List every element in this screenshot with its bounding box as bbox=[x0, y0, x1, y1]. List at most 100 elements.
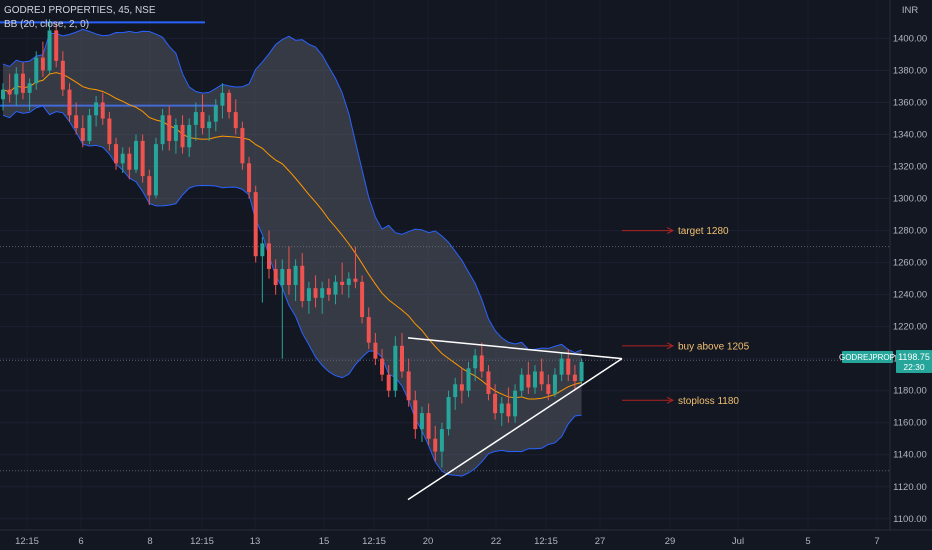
candle[interactable] bbox=[107, 118, 112, 145]
candle[interactable] bbox=[519, 374, 524, 391]
candle[interactable] bbox=[466, 368, 471, 391]
candle[interactable] bbox=[47, 30, 52, 71]
candle[interactable] bbox=[326, 288, 331, 295]
candle[interactable] bbox=[353, 278, 358, 282]
candle[interactable] bbox=[300, 265, 305, 302]
candle[interactable] bbox=[346, 278, 351, 286]
candle[interactable] bbox=[127, 153, 132, 170]
candle[interactable] bbox=[286, 269, 291, 286]
candle[interactable] bbox=[566, 358, 571, 375]
candle[interactable] bbox=[253, 192, 258, 257]
annotation-label[interactable]: target 1280 bbox=[678, 226, 729, 237]
annotation-label[interactable]: stoploss 1180 bbox=[678, 396, 739, 407]
candle[interactable] bbox=[393, 345, 398, 391]
candle[interactable] bbox=[7, 89, 12, 95]
candle[interactable] bbox=[533, 371, 537, 388]
candle[interactable] bbox=[360, 281, 365, 318]
annotations[interactable]: target 1280 buy above 1205 stoploss 1180 bbox=[622, 226, 750, 407]
lower-trendline[interactable] bbox=[407, 358, 623, 501]
annotation-label[interactable]: buy above 1205 bbox=[678, 341, 750, 352]
candle[interactable] bbox=[27, 83, 32, 93]
time-axis[interactable]: 12:15 6 8 12:15 13 15 12:15 20 22 12:15 27 29 Jul 5 7 bbox=[15, 536, 880, 547]
candle[interactable] bbox=[513, 390, 518, 417]
candle[interactable] bbox=[160, 115, 165, 145]
candle[interactable] bbox=[233, 112, 238, 129]
horizontal-levels[interactable] bbox=[0, 21, 890, 472]
candle[interactable] bbox=[539, 371, 544, 385]
candle[interactable] bbox=[87, 115, 92, 141]
indicator-title[interactable]: BB (20, close, 2, 0) bbox=[4, 19, 90, 30]
candle[interactable] bbox=[446, 397, 451, 430]
triangle-trendlines[interactable] bbox=[407, 337, 623, 501]
candle[interactable] bbox=[426, 413, 431, 439]
candle[interactable] bbox=[134, 140, 138, 170]
candle[interactable] bbox=[40, 57, 45, 71]
candle[interactable] bbox=[54, 30, 59, 61]
candle[interactable] bbox=[247, 163, 252, 193]
candle[interactable] bbox=[240, 128, 245, 164]
candle[interactable] bbox=[572, 374, 577, 382]
candle[interactable] bbox=[187, 124, 192, 148]
candles[interactable] bbox=[1, 19, 584, 468]
candle[interactable] bbox=[386, 374, 391, 391]
candle[interactable] bbox=[413, 400, 418, 430]
candle[interactable] bbox=[506, 403, 511, 417]
candle[interactable] bbox=[493, 393, 498, 414]
candle[interactable] bbox=[20, 73, 25, 93]
candle[interactable] bbox=[260, 243, 265, 257]
candle[interactable] bbox=[433, 438, 438, 452]
symbol-title[interactable]: GODREJ PROPERTIES, 45, NSE bbox=[4, 5, 156, 16]
candle[interactable] bbox=[293, 265, 298, 286]
candle[interactable] bbox=[140, 140, 145, 177]
candle[interactable] bbox=[200, 112, 205, 129]
candle[interactable] bbox=[167, 115, 172, 141]
candle[interactable] bbox=[526, 374, 531, 388]
candle[interactable] bbox=[320, 288, 325, 298]
candle[interactable] bbox=[280, 269, 285, 286]
candle[interactable] bbox=[439, 429, 444, 452]
candle[interactable] bbox=[499, 403, 504, 414]
candle[interactable] bbox=[67, 89, 72, 116]
candle[interactable] bbox=[14, 73, 19, 95]
candle[interactable] bbox=[380, 358, 385, 375]
candle[interactable] bbox=[147, 176, 152, 196]
candle[interactable] bbox=[173, 124, 178, 141]
candle[interactable] bbox=[473, 355, 478, 369]
candle[interactable] bbox=[267, 243, 271, 270]
candle[interactable] bbox=[60, 60, 65, 90]
candle[interactable] bbox=[120, 153, 125, 164]
candle[interactable] bbox=[114, 144, 119, 164]
candle[interactable] bbox=[419, 413, 424, 430]
candle[interactable] bbox=[340, 281, 345, 286]
candle[interactable] bbox=[486, 371, 491, 394]
candle[interactable] bbox=[80, 128, 85, 141]
candle[interactable] bbox=[333, 281, 338, 295]
candle[interactable] bbox=[453, 384, 458, 398]
candle[interactable] bbox=[366, 317, 371, 343]
candle[interactable] bbox=[193, 112, 198, 125]
candle[interactable] bbox=[100, 102, 105, 119]
candle[interactable] bbox=[273, 269, 278, 286]
candle[interactable] bbox=[313, 288, 318, 298]
candle[interactable] bbox=[479, 355, 484, 372]
candle[interactable] bbox=[153, 144, 158, 196]
candle[interactable] bbox=[400, 345, 404, 372]
candle[interactable] bbox=[74, 115, 79, 129]
candle[interactable] bbox=[207, 121, 212, 129]
candle[interactable] bbox=[180, 124, 185, 148]
candle[interactable] bbox=[94, 102, 99, 116]
candle[interactable] bbox=[406, 371, 411, 401]
candle[interactable] bbox=[579, 361, 584, 382]
candle[interactable] bbox=[459, 384, 464, 391]
candle[interactable] bbox=[34, 57, 39, 84]
candle[interactable] bbox=[1, 89, 5, 100]
candle[interactable] bbox=[546, 384, 551, 394]
candle[interactable] bbox=[220, 92, 225, 106]
candle[interactable] bbox=[373, 342, 378, 359]
upper-trendline[interactable] bbox=[407, 337, 623, 360]
candle[interactable] bbox=[213, 105, 218, 122]
candle[interactable] bbox=[306, 288, 311, 302]
candle[interactable] bbox=[552, 374, 557, 394]
candle[interactable] bbox=[227, 92, 232, 113]
